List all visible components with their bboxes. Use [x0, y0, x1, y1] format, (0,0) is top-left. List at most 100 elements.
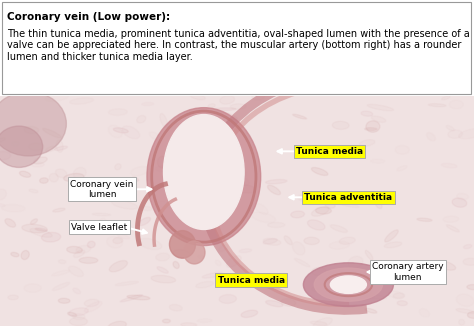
Ellipse shape	[112, 200, 137, 209]
Ellipse shape	[0, 92, 66, 156]
Ellipse shape	[67, 312, 77, 317]
Ellipse shape	[58, 298, 70, 303]
Ellipse shape	[219, 294, 237, 304]
Ellipse shape	[200, 224, 212, 230]
Ellipse shape	[138, 217, 151, 226]
Ellipse shape	[202, 272, 223, 278]
Ellipse shape	[70, 98, 93, 104]
Ellipse shape	[452, 198, 467, 207]
Ellipse shape	[127, 295, 150, 300]
Ellipse shape	[164, 114, 244, 230]
Ellipse shape	[173, 250, 190, 258]
Ellipse shape	[363, 294, 386, 299]
Ellipse shape	[46, 146, 56, 152]
Ellipse shape	[227, 256, 241, 267]
Ellipse shape	[8, 295, 18, 300]
Ellipse shape	[263, 239, 277, 244]
Ellipse shape	[310, 321, 327, 325]
Ellipse shape	[19, 171, 31, 177]
Ellipse shape	[311, 267, 326, 275]
Ellipse shape	[384, 242, 402, 248]
Ellipse shape	[443, 216, 459, 222]
Ellipse shape	[190, 148, 205, 157]
Ellipse shape	[385, 230, 398, 242]
FancyBboxPatch shape	[2, 2, 471, 94]
Ellipse shape	[183, 241, 205, 264]
Ellipse shape	[456, 193, 468, 200]
Ellipse shape	[371, 116, 386, 122]
Ellipse shape	[98, 178, 114, 188]
Ellipse shape	[417, 218, 432, 221]
Circle shape	[314, 268, 383, 301]
Ellipse shape	[53, 208, 65, 212]
Ellipse shape	[113, 128, 128, 133]
Ellipse shape	[356, 271, 373, 280]
Ellipse shape	[293, 114, 307, 119]
Ellipse shape	[24, 284, 41, 292]
Ellipse shape	[298, 194, 316, 202]
Ellipse shape	[397, 301, 407, 306]
Ellipse shape	[69, 266, 83, 277]
Ellipse shape	[284, 236, 292, 245]
Ellipse shape	[5, 219, 16, 227]
Ellipse shape	[375, 202, 382, 209]
Text: Coronary artery
lumen: Coronary artery lumen	[372, 262, 444, 282]
Ellipse shape	[459, 319, 465, 325]
Ellipse shape	[140, 206, 152, 211]
Ellipse shape	[292, 242, 305, 255]
Ellipse shape	[332, 121, 349, 129]
Ellipse shape	[265, 180, 287, 184]
Ellipse shape	[330, 225, 347, 232]
Circle shape	[330, 276, 366, 293]
Text: Coronary vein
lumen: Coronary vein lumen	[70, 180, 134, 199]
Ellipse shape	[316, 207, 331, 214]
Ellipse shape	[24, 126, 39, 134]
Ellipse shape	[447, 225, 459, 232]
Ellipse shape	[210, 184, 216, 190]
Ellipse shape	[59, 260, 66, 264]
Ellipse shape	[157, 201, 172, 208]
Ellipse shape	[235, 185, 256, 193]
Ellipse shape	[252, 93, 264, 100]
Ellipse shape	[73, 314, 85, 320]
Ellipse shape	[108, 321, 127, 326]
Ellipse shape	[464, 244, 472, 249]
Ellipse shape	[467, 285, 474, 289]
Ellipse shape	[456, 294, 474, 306]
Ellipse shape	[109, 109, 128, 115]
Ellipse shape	[171, 201, 195, 208]
Ellipse shape	[28, 143, 44, 150]
Ellipse shape	[196, 216, 202, 223]
Ellipse shape	[366, 121, 380, 132]
Ellipse shape	[49, 173, 58, 182]
Text: Valve leaflet: Valve leaflet	[72, 223, 128, 232]
Ellipse shape	[107, 237, 123, 248]
Ellipse shape	[157, 267, 168, 273]
Ellipse shape	[11, 252, 19, 257]
Ellipse shape	[52, 270, 70, 276]
Ellipse shape	[115, 164, 121, 170]
Ellipse shape	[430, 264, 442, 271]
Ellipse shape	[22, 224, 47, 233]
Ellipse shape	[69, 308, 88, 316]
Ellipse shape	[237, 178, 249, 185]
Ellipse shape	[294, 258, 310, 267]
Ellipse shape	[393, 293, 404, 299]
Ellipse shape	[76, 245, 91, 253]
Ellipse shape	[139, 238, 162, 250]
Text: Tunica media: Tunica media	[218, 275, 285, 285]
Ellipse shape	[365, 128, 377, 130]
Ellipse shape	[181, 323, 197, 326]
Ellipse shape	[339, 237, 356, 244]
Ellipse shape	[0, 126, 43, 168]
Ellipse shape	[67, 246, 82, 253]
Ellipse shape	[410, 262, 420, 267]
Ellipse shape	[29, 189, 38, 193]
Text: Coronary vein (Low power):: Coronary vein (Low power):	[7, 11, 170, 22]
Ellipse shape	[43, 128, 62, 138]
Ellipse shape	[267, 185, 281, 195]
Ellipse shape	[219, 244, 228, 251]
Ellipse shape	[265, 301, 283, 307]
Ellipse shape	[169, 304, 182, 311]
Ellipse shape	[156, 253, 170, 261]
